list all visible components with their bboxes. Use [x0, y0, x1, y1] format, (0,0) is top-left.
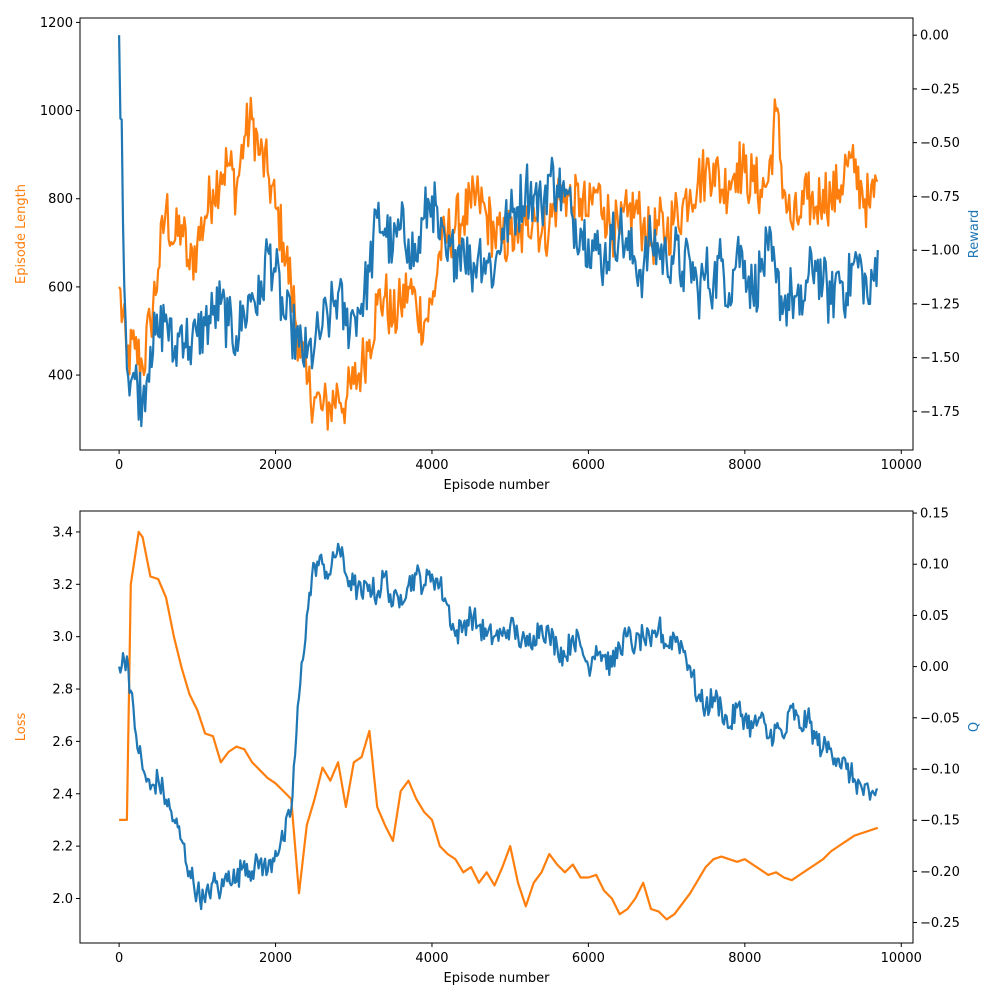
bottom-chart-left-tick-label: 2.8	[52, 683, 73, 698]
bottom-chart-left-tick-label: 3.0	[52, 630, 73, 645]
bottom-chart-right-tick-label: 0.10	[920, 558, 949, 573]
top-chart-right-tick-label: −0.50	[920, 136, 960, 151]
bottom-chart-left-tick-label: 2.6	[52, 735, 73, 750]
top-chart-left-tick-label: 1200	[40, 16, 73, 31]
bottom-chart-left-tick-label: 2.2	[52, 840, 73, 855]
bottom-chart-right-tick-label: 0.05	[920, 609, 949, 624]
top-chart-series-episode-length	[118, 96, 879, 431]
top-chart-series-reward	[118, 35, 879, 428]
bottom-chart-right-tick-label: −0.15	[920, 814, 960, 829]
bottom-chart-x-tick-label: 4000	[415, 951, 448, 966]
bottom-chart-left-axis-label: Loss	[14, 713, 29, 742]
top-chart-left-axis-label: Episode Length	[14, 184, 29, 284]
top-chart-x-tick-label: 4000	[415, 458, 448, 473]
bottom-chart-left-tick-label: 3.4	[52, 525, 73, 540]
bottom-chart-right-tick-label: −0.05	[920, 711, 960, 726]
bottom-chart-lines	[118, 530, 879, 921]
bottom-chart-x-axis-label: Episode number	[444, 971, 551, 986]
bottom-chart-right-tick-label: −0.25	[920, 916, 960, 931]
top-chart-right-tick-label: −1.50	[920, 351, 960, 366]
top-chart-right-tick-label: 0.00	[920, 29, 949, 44]
top-chart-left-tick-label: 400	[48, 369, 73, 384]
top-chart-right-tick-label: −1.25	[920, 297, 960, 312]
bottom-chart-frame	[79, 510, 914, 944]
bottom-chart-x-tick-label: 0	[115, 951, 123, 966]
bottom-chart-x-tick-label: 8000	[728, 951, 761, 966]
bottom-chart-x-tick-label: 2000	[259, 951, 292, 966]
top-chart-right-tick-label: −0.75	[920, 190, 960, 205]
bottom-chart-right-tick-label: 0.00	[920, 660, 949, 675]
bottom-chart-right-axis-label: Q	[967, 722, 982, 732]
top-chart-right-axis-label: Reward	[967, 210, 982, 258]
top-chart-x-tick-label: 6000	[572, 458, 605, 473]
top-chart-left-tick-label: 1000	[40, 104, 73, 119]
top-chart-right-tick-label: −1.00	[920, 244, 960, 259]
bottom-chart-left-tick-label: 2.0	[52, 892, 73, 907]
top-chart-left-tick-label: 800	[48, 192, 73, 207]
top-chart-right-tick-label: −1.75	[920, 405, 960, 420]
top-chart-left-tick-label: 600	[48, 280, 73, 295]
bottom-chart-right-tick-label: −0.20	[920, 865, 960, 880]
top-chart-x-tick-label: 10000	[881, 458, 922, 473]
top-chart-ticks: 0 2000 4000 6000 8000 10000 400 600 800 1000 1200 −…	[40, 16, 960, 473]
bottom-chart-series-q	[118, 542, 878, 911]
bottom-chart-ticks: 0 2000 4000 6000 8000 10000 2.0 2.2 2.4 2.6 2.8 3.0…	[52, 507, 960, 966]
top-chart-x-tick-label: 0	[115, 458, 123, 473]
bottom-chart-right-tick-label: 0.15	[920, 507, 949, 522]
bottom-chart-x-tick-label: 6000	[572, 951, 605, 966]
top-chart-x-tick-label: 8000	[728, 458, 761, 473]
top-chart-lines	[118, 35, 879, 431]
top-chart-x-axis-label: Episode number	[444, 478, 551, 493]
bottom-chart-left-tick-label: 2.4	[52, 787, 73, 802]
bottom-chart: 0 2000 4000 6000 8000 10000 2.0 2.2 2.4 2.6 2.8 3.0…	[14, 507, 982, 986]
bottom-chart-x-tick-label: 10000	[881, 951, 922, 966]
bottom-chart-right-tick-label: −0.10	[920, 762, 960, 777]
top-chart-right-tick-label: −0.25	[920, 82, 960, 97]
top-chart-frame	[79, 17, 914, 451]
top-chart-x-tick-label: 2000	[259, 458, 292, 473]
top-chart: 0 2000 4000 6000 8000 10000 400 600 800 1000 1200 −…	[14, 16, 982, 493]
bottom-chart-left-tick-label: 3.2	[52, 578, 73, 593]
bottom-chart-series-loss	[119, 530, 879, 921]
